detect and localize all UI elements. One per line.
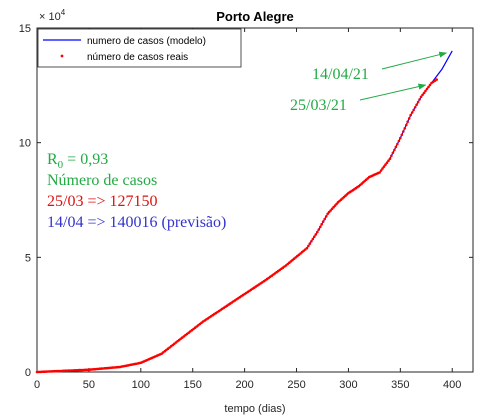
real-point: [400, 133, 404, 137]
real-point: [382, 165, 386, 168]
real-point: [422, 91, 426, 95]
real-point: [424, 89, 427, 93]
real-point: [378, 171, 381, 174]
annotation-layer: 14/04/21 25/03/21: [290, 51, 448, 114]
real-point: [399, 136, 402, 140]
axis-ticks: 0 50 100 150 200 250 300 350 400 0 5 10 15: [19, 23, 473, 391]
real-point: [419, 95, 423, 99]
y-exponent-base: × 10: [39, 11, 61, 23]
real-point: [402, 130, 405, 133]
legend-model-label: numero de casos (modelo): [87, 36, 206, 47]
real-point: [333, 204, 337, 207]
real-point: [394, 145, 398, 149]
x-tick-label: 50: [83, 379, 95, 391]
y-axis-exponent: × 104: [39, 8, 66, 23]
real-point: [407, 117, 411, 120]
legend-box: [37, 28, 242, 68]
real-point: [307, 244, 310, 248]
annotation-arrow: [359, 83, 427, 101]
series-real-points: [35, 78, 438, 374]
real-point: [310, 240, 313, 243]
x-tick-label: 350: [391, 379, 409, 391]
r0-value: = 0,93: [63, 151, 108, 168]
x-tick-label: 0: [34, 379, 40, 391]
real-point: [381, 167, 384, 170]
real-point: [416, 100, 420, 104]
cases-heading: Número de casos: [47, 172, 157, 189]
real-point: [406, 120, 410, 123]
r0-label: R: [47, 151, 58, 168]
x-tick-label: 150: [184, 379, 202, 391]
real-point: [311, 237, 315, 241]
legend-real-label: número de casos reais: [87, 52, 188, 63]
real-point: [418, 98, 421, 101]
real-point: [379, 169, 383, 172]
real-point: [316, 230, 319, 234]
r0-text: R0 = 0,93: [47, 151, 108, 171]
cases-forecast-line: 14/04 => 140016 (previsão): [47, 214, 226, 231]
real-point: [397, 139, 401, 143]
x-tick-label: 300: [339, 379, 357, 391]
annotation-label: 25/03/21: [290, 97, 347, 114]
real-point: [415, 103, 418, 106]
real-point: [320, 222, 324, 226]
real-point: [421, 93, 424, 97]
info-text-block: R0 = 0,93 Número de casos 25/03 => 12715…: [47, 151, 226, 231]
series-layer: [35, 50, 453, 374]
real-point: [435, 78, 438, 81]
real-point: [321, 220, 325, 223]
real-point: [314, 233, 318, 236]
y-exponent-power: 4: [61, 8, 66, 17]
real-point: [409, 113, 413, 117]
real-point: [313, 235, 316, 238]
real-point: [413, 106, 417, 109]
real-point: [396, 142, 399, 146]
y-tick-label: 5: [25, 252, 31, 264]
x-axis-label: tempo (dias): [224, 403, 285, 415]
chart-title: Porto Alegre: [216, 9, 294, 24]
real-point: [317, 228, 321, 231]
real-point: [390, 154, 393, 158]
real-point: [388, 157, 392, 160]
real-point: [427, 85, 430, 89]
legend-real-swatch: [60, 54, 64, 58]
real-point: [319, 225, 322, 229]
real-point: [391, 151, 395, 155]
real-point: [403, 127, 407, 130]
annotation-arrow: [381, 51, 448, 70]
legend: numero de casos (modelo) número de casos…: [37, 28, 242, 68]
real-point: [308, 242, 312, 245]
real-point: [385, 161, 389, 164]
real-point: [412, 108, 416, 112]
cases-real-line: 25/03 => 127150: [47, 193, 158, 210]
real-point: [323, 217, 327, 221]
real-point: [428, 83, 432, 87]
y-tick-label: 15: [19, 23, 31, 35]
real-point: [387, 159, 390, 162]
x-tick-label: 250: [287, 379, 305, 391]
r0-subscript: 0: [58, 159, 64, 171]
annotation-label: 14/04/21: [312, 66, 369, 83]
real-point: [329, 209, 332, 212]
x-tick-label: 400: [443, 379, 461, 391]
real-point: [410, 111, 414, 114]
plot-frame: [36, 27, 474, 373]
x-tick-label: 100: [132, 379, 150, 391]
x-tick-label: 200: [235, 379, 253, 391]
y-tick-label: 0: [25, 367, 31, 379]
real-point: [384, 163, 387, 166]
real-point: [405, 123, 408, 127]
real-point: [305, 246, 309, 250]
y-tick-label: 10: [19, 138, 31, 150]
real-point: [393, 148, 396, 152]
real-point: [324, 215, 328, 218]
